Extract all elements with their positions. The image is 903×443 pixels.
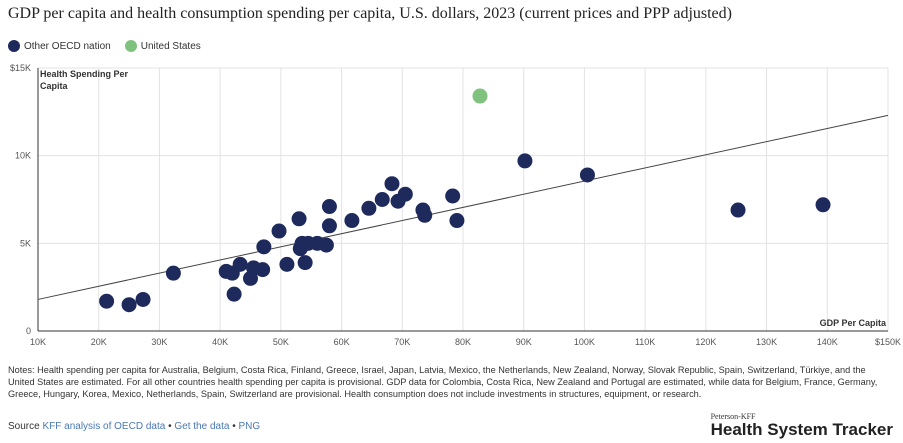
x-tick-label: $150K bbox=[875, 337, 901, 347]
brand-logo: Peterson-KFF Health System Tracker bbox=[711, 412, 893, 438]
legend-swatch-other bbox=[8, 40, 20, 52]
y-axis-label-line1: Health Spending Per bbox=[40, 69, 129, 79]
point-other-oecd[interactable] bbox=[417, 207, 433, 223]
x-tick-label: 80K bbox=[455, 337, 471, 347]
point-other-oecd[interactable] bbox=[226, 286, 242, 302]
x-tick-label: 20K bbox=[91, 337, 107, 347]
footer: Source KFF analysis of OECD data • Get t… bbox=[8, 421, 260, 432]
chart-title: GDP per capita and health consumption sp… bbox=[8, 5, 732, 22]
x-tick-label: 50K bbox=[273, 337, 289, 347]
point-other-oecd[interactable] bbox=[256, 239, 272, 255]
source-label: Source bbox=[8, 421, 40, 432]
point-other-oecd[interactable] bbox=[291, 211, 307, 227]
point-other-oecd[interactable] bbox=[297, 255, 313, 271]
point-other-oecd[interactable] bbox=[730, 202, 746, 218]
x-tick-label: 110K bbox=[635, 337, 655, 347]
point-other-oecd[interactable] bbox=[384, 176, 400, 192]
y-tick-label: 5K bbox=[20, 238, 31, 248]
grid-lines bbox=[37, 67, 889, 332]
legend: Other OECD nation United States bbox=[8, 40, 201, 52]
x-tick-label: 90K bbox=[516, 337, 532, 347]
point-other-oecd[interactable] bbox=[361, 200, 377, 216]
point-other-oecd[interactable] bbox=[99, 293, 115, 309]
x-tick-label: 130K bbox=[756, 337, 777, 347]
x-axis-ticks: 10K 20K 30K 40K 50K 60K 70K 80K 90K 100K 110K 120K 1… bbox=[30, 337, 901, 347]
oecd-data-link[interactable]: KFF analysis of OECD data bbox=[42, 421, 166, 432]
point-other-oecd[interactable] bbox=[271, 223, 287, 239]
point-other-oecd[interactable] bbox=[321, 199, 337, 215]
point-other-oecd[interactable] bbox=[449, 213, 465, 229]
point-other-oecd[interactable] bbox=[579, 167, 595, 183]
point-other-oecd[interactable] bbox=[397, 186, 413, 202]
x-tick-label: 10K bbox=[30, 337, 46, 347]
point-other-oecd[interactable] bbox=[318, 237, 334, 253]
point-other-oecd[interactable] bbox=[279, 256, 295, 272]
point-other-oecd[interactable] bbox=[344, 213, 360, 229]
point-other-oecd[interactable] bbox=[321, 218, 337, 234]
notes: Notes: Health spending per capita for Au… bbox=[8, 365, 878, 399]
data-points bbox=[99, 88, 831, 313]
legend-swatch-us bbox=[124, 40, 137, 52]
separator: • bbox=[168, 421, 172, 432]
x-axis-label: GDP Per Capita bbox=[820, 318, 887, 328]
y-tick-label: 0 bbox=[26, 326, 31, 336]
y-axis-ticks: 0 5K 10K $15K bbox=[10, 63, 31, 336]
x-tick-label: 120K bbox=[695, 337, 716, 347]
png-link[interactable]: PNG bbox=[238, 421, 261, 432]
x-tick-label: 40K bbox=[212, 337, 228, 347]
legend-item-us[interactable]: United States bbox=[124, 40, 201, 52]
point-other-oecd[interactable] bbox=[374, 192, 390, 207]
point-other-oecd[interactable] bbox=[445, 188, 461, 204]
point-other-oecd[interactable] bbox=[815, 197, 831, 213]
x-tick-label: 60K bbox=[334, 337, 350, 347]
point-other-oecd[interactable] bbox=[255, 262, 271, 278]
y-tick-label: 10K bbox=[15, 151, 31, 161]
y-tick-label: $15K bbox=[10, 63, 31, 73]
y-axis-label-line2: Capita bbox=[40, 81, 69, 91]
point-other-oecd[interactable] bbox=[165, 265, 181, 281]
legend-label-us: United States bbox=[140, 40, 201, 52]
scatter-chart: 10K 20K 30K 40K 50K 60K 70K 80K 90K 100K 110K 120K 1… bbox=[10, 63, 901, 347]
point-other-oecd[interactable] bbox=[517, 153, 533, 169]
trend-line bbox=[37, 114, 889, 300]
x-tick-label: 30K bbox=[151, 337, 167, 347]
legend-label-other: Other OECD nation bbox=[24, 40, 111, 52]
point-other-oecd[interactable] bbox=[121, 297, 137, 313]
get-data-link[interactable]: Get the data bbox=[174, 421, 230, 432]
x-tick-label: 100K bbox=[574, 337, 595, 347]
point-other-oecd[interactable] bbox=[135, 291, 151, 307]
x-tick-label: 140K bbox=[817, 337, 838, 347]
x-tick-label: 70K bbox=[394, 337, 410, 347]
brand-small: Peterson-KFF bbox=[710, 412, 756, 421]
point-other-oecd[interactable] bbox=[232, 256, 248, 272]
brand-big: Health System Tracker bbox=[710, 420, 893, 439]
point-united-states[interactable] bbox=[472, 88, 488, 104]
separator: • bbox=[232, 421, 236, 432]
legend-item-other[interactable]: Other OECD nation bbox=[8, 40, 111, 52]
